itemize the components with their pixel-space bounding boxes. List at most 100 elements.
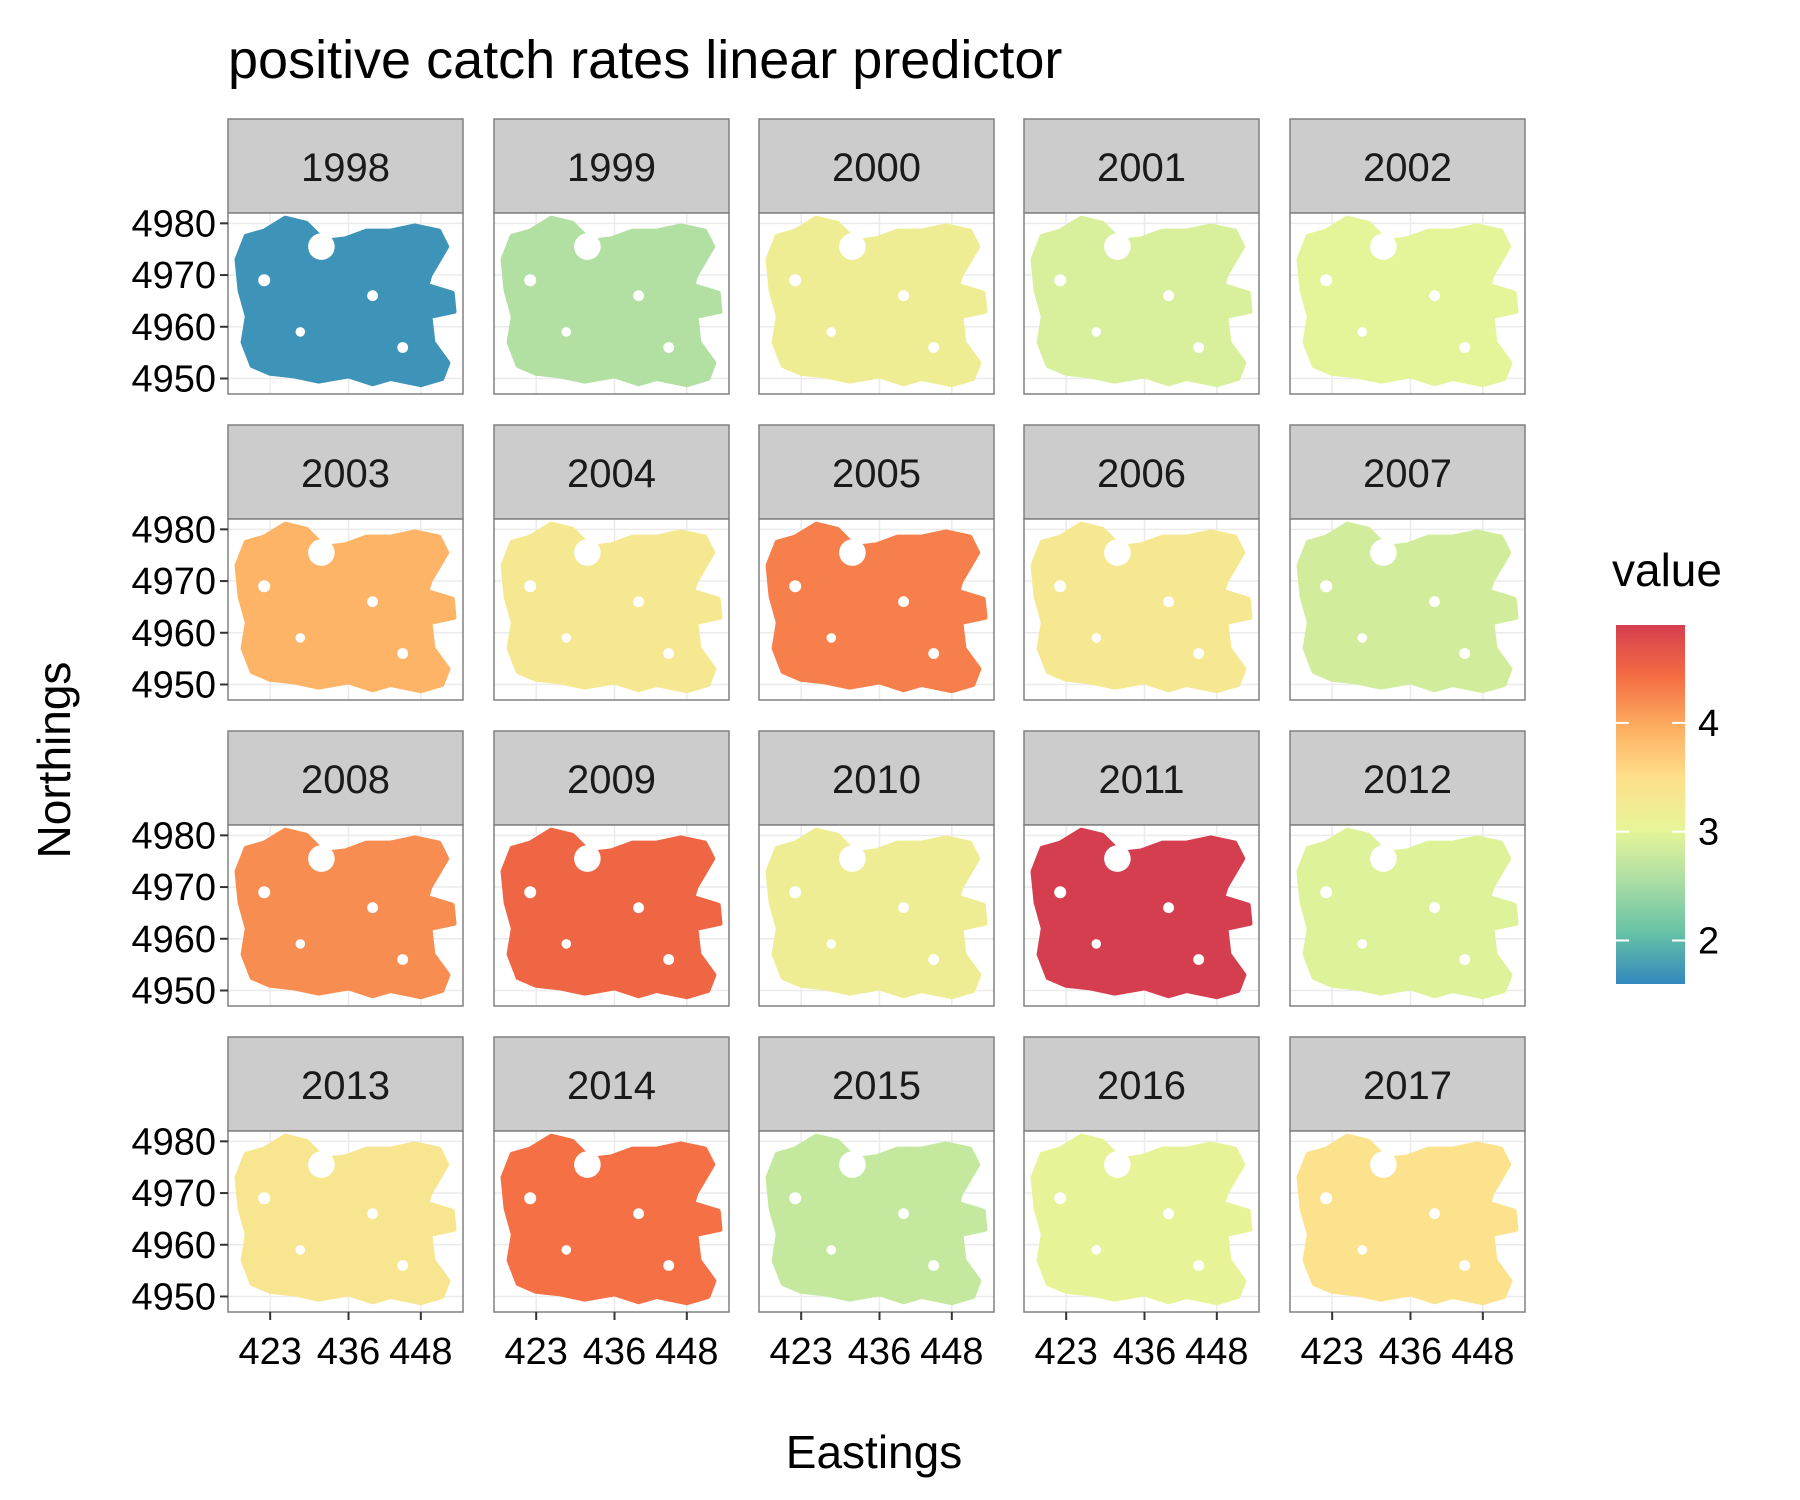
region-mark-2014 [500,1133,723,1306]
region-mark-group [234,1133,457,1306]
panel-border [227,824,464,1007]
region-gap [1091,633,1102,643]
facet-strip-label: 2015 [832,1064,921,1108]
region-gap [295,939,306,949]
region-gap [1193,342,1205,353]
region-gap [295,1245,306,1255]
region-gap [561,327,572,337]
region-gap [826,1245,837,1255]
region-gap [367,902,378,914]
region-mark-2000 [765,215,988,388]
region-mark-group [765,215,988,388]
region-gap [928,954,940,965]
x-tick-label: 436 [1113,1331,1176,1373]
region-mark-group [234,521,457,694]
panel-border [1023,1130,1260,1313]
region-gap [1429,596,1440,608]
region-mark-group [765,827,988,1000]
y-tick-label: 4970 [131,561,216,603]
region-gap [1370,1151,1397,1178]
region-gap [524,1192,537,1205]
region-gap [574,845,601,872]
region-gap [633,1208,644,1220]
panel-border [758,518,995,701]
x-tick-label: 448 [655,1331,718,1373]
region-mark-2012 [1296,827,1519,1000]
region-gap [1459,648,1471,659]
facet-strip [1023,730,1260,826]
region-mark-2001 [1030,215,1253,388]
region-gap [1163,596,1174,608]
region-gap [633,902,644,914]
chart-title: positive catch rates linear predictor [228,30,1062,90]
region-gap [663,648,675,659]
region-mark-group [1030,521,1253,694]
panel-border [227,212,464,395]
region-gap [561,633,572,643]
region-gap [898,902,909,914]
y-axis-label: Northings [28,662,80,859]
legend-tick-label: 4 [1698,703,1719,745]
region-gap [826,327,837,337]
region-mark-2003 [234,521,457,694]
facet-strip [758,730,995,826]
facet-2015: 2015 423 436 448 [758,1036,995,1373]
region-gap [308,1151,335,1178]
region-gap [1054,886,1067,899]
facet-2017: 2017 423 436 448 [1289,1036,1526,1373]
x-tick-label: 423 [769,1331,832,1373]
region-gap [1320,274,1333,287]
region-gap [1320,886,1333,899]
y-tick-label: 4970 [131,1173,216,1215]
region-gap [1104,1151,1131,1178]
region-gap [1370,845,1397,872]
region-gap [839,845,866,872]
region-gap [1429,290,1440,302]
region-mark-group [1296,827,1519,1000]
region-gap [258,1192,271,1205]
region-gap [367,1208,378,1220]
facet-2003: 2003 4950 4960 4970 4980 [131,424,464,706]
region-mark-2011 [1030,827,1253,1000]
region-gap [789,886,802,899]
facet-strip [227,424,464,520]
facet-1999: 1999 [493,118,730,395]
y-tick-label: 4950 [131,358,216,400]
x-tick-label: 436 [317,1331,380,1373]
panel-border [227,518,464,701]
facet-strip [1289,118,1526,214]
region-mark-group [1296,1133,1519,1306]
x-tick-label: 436 [1379,1331,1442,1373]
legend-ticks: 2 3 4 [1616,703,1719,962]
region-mark-1998 [234,215,457,388]
facet-strip [1023,118,1260,214]
panel-border [493,1130,730,1313]
region-gap [308,845,335,872]
region-gap [789,580,802,593]
facet-2004: 2004 [493,424,730,701]
facet-2006: 2006 [1023,424,1260,701]
panel-border [1023,518,1260,701]
region-gap [1357,1245,1368,1255]
region-mark-2005 [765,521,988,694]
region-gap [663,1260,675,1271]
legend: value 2 3 4 [1612,544,1722,984]
facet-strip [758,424,995,520]
region-gap [898,290,909,302]
region-gap [1054,1192,1067,1205]
region-mark-group [234,215,457,388]
facet-strip-label: 2003 [301,452,390,496]
region-gap [633,290,644,302]
region-mark-group [765,521,988,694]
facet-strip-label: 2001 [1097,146,1186,190]
region-mark-group [500,827,723,1000]
region-gap [1357,939,1368,949]
x-tick-label: 423 [1300,1331,1363,1373]
facet-2014: 2014 423 436 448 [493,1036,730,1373]
region-gap [258,886,271,899]
region-gap [928,1260,940,1271]
panel-border [758,1130,995,1313]
region-mark-group [765,1133,988,1306]
region-mark-2004 [500,521,723,694]
region-gap [1163,902,1174,914]
